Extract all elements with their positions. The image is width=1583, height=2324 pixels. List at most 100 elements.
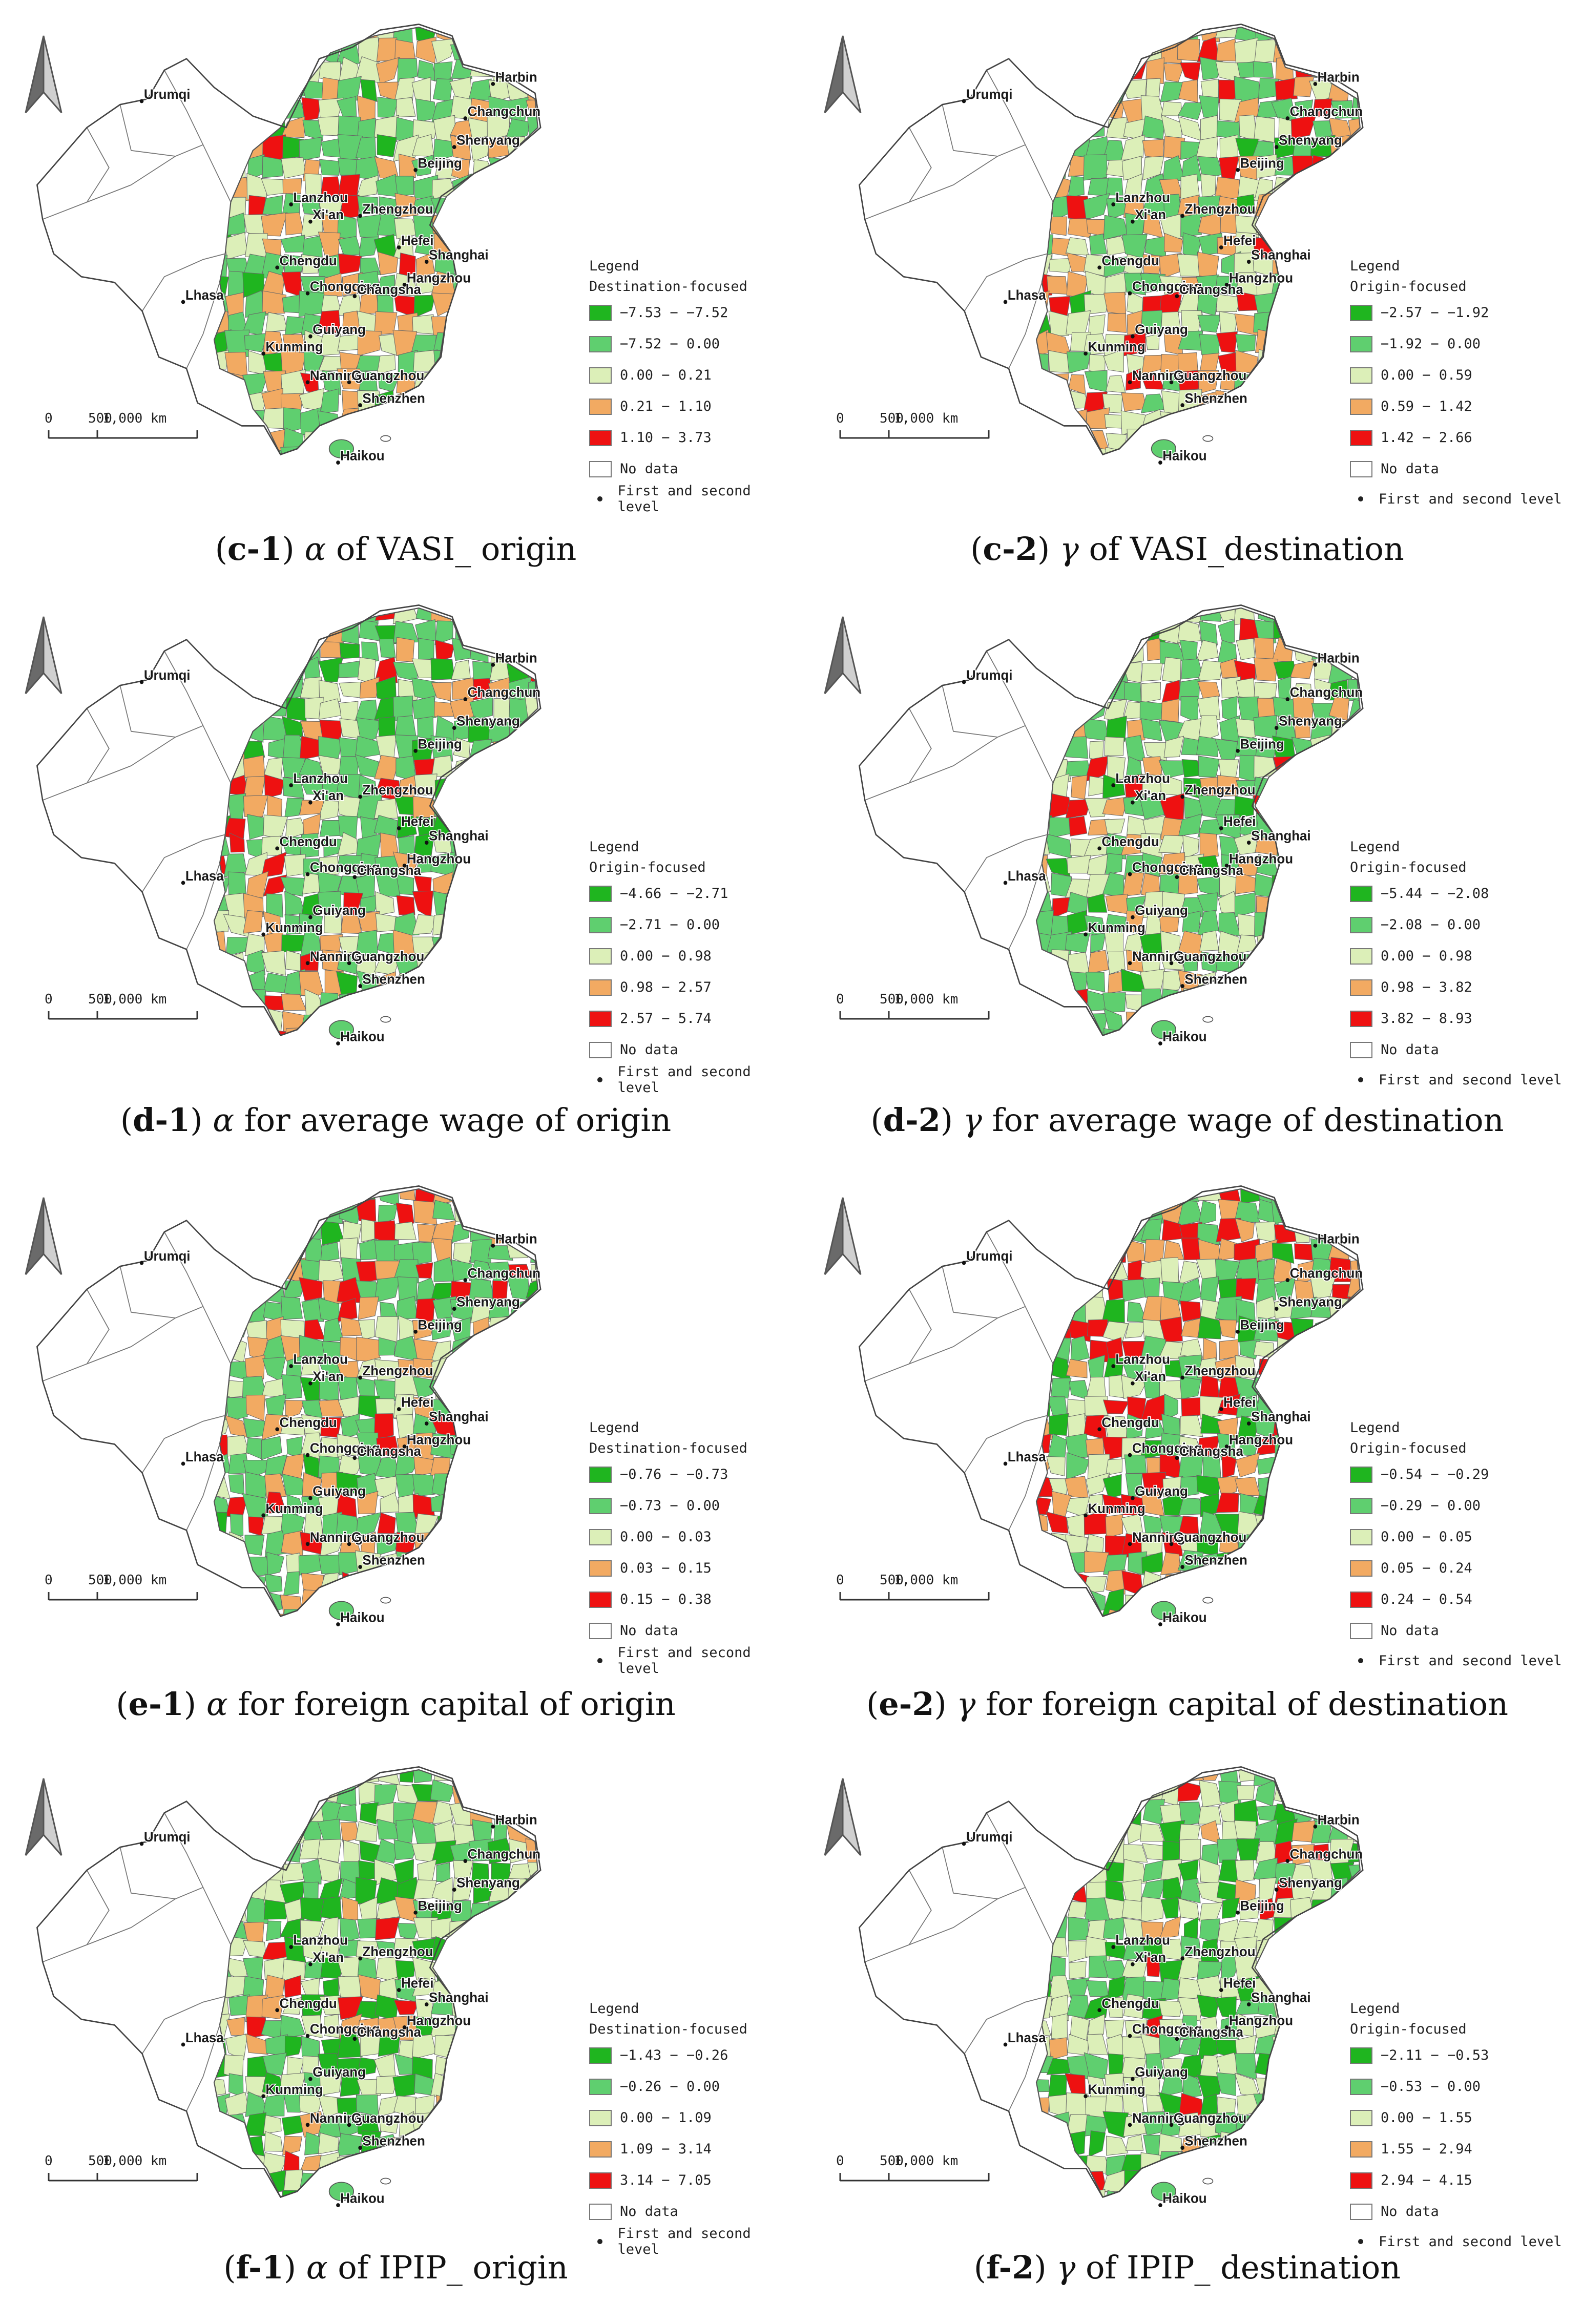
legend-swatch (589, 2047, 612, 2064)
legend-swatch (1350, 1041, 1372, 1058)
city-label: Chengdu (1101, 1995, 1159, 2011)
legend-class: 0.00 − 0.98 (1350, 940, 1562, 972)
city-label: Haikou (340, 448, 384, 464)
scale-label: 0 (45, 992, 53, 1007)
legend-swatch (1350, 336, 1372, 352)
city-label: Lhasa (185, 1449, 224, 1465)
scale-label: 0 (836, 1573, 844, 1588)
city-label: Changchun (1290, 684, 1363, 700)
map-panel-e-2: Urumqi Harbin Changchun Shenyang Beijing Lanz… (792, 1162, 1583, 1743)
panel-symbol: γ (1059, 530, 1079, 568)
north-arrow-icon (25, 1778, 63, 1856)
map-panel-d-2: Urumqi Harbin Changchun Shenyang Beijing Lanz… (792, 581, 1583, 1162)
city-label: Shanghai (1251, 1990, 1311, 2005)
legend-class-label: 0.59 − 1.42 (1381, 399, 1472, 414)
city-label: Kunming (1088, 339, 1145, 354)
city-label: Chengdu (1101, 253, 1159, 268)
legend-class: 0.00 − 0.21 (589, 360, 792, 391)
city-label: Haikou (1162, 1609, 1206, 1625)
panel-id: d-2 (883, 1101, 941, 1139)
legend-class-label: 2.94 − 4.15 (1381, 2172, 1472, 2188)
panel-symbol: α (213, 1101, 235, 1139)
legend-swatch (1350, 1529, 1372, 1545)
legend-title: Legend (589, 839, 639, 855)
legend-class: −2.11 − −0.53 (1350, 2040, 1562, 2071)
city-label: Shenyang (1279, 713, 1342, 729)
legend-swatch (1350, 2109, 1372, 2126)
legend-swatch (589, 1041, 612, 1058)
legend-class-label: −0.53 − 0.00 (1381, 2079, 1481, 2095)
city-label: Lanzhou (1115, 190, 1170, 205)
legend-class-label: 0.00 − 0.59 (1381, 367, 1472, 383)
city-label: Shenzhen (362, 390, 425, 406)
city-label: Shenyang (456, 713, 520, 729)
legend-no-data-label: No data (620, 1623, 678, 1639)
legend-swatch (1350, 304, 1372, 321)
city-label: Urumqi (144, 1248, 191, 1264)
legend-class: −2.57 − −1.92 (1350, 297, 1562, 328)
city-label: Lanzhou (293, 190, 347, 205)
city-label: Xi'an (1135, 788, 1166, 804)
panel-caption-text: of IPIP_ origin (327, 2249, 568, 2286)
city-label: Kunming (265, 2081, 323, 2097)
legend-class: 0.15 − 0.38 (589, 1584, 792, 1615)
city-dot-icon (597, 2239, 602, 2244)
legend-class: 0.05 − 0.24 (1350, 1553, 1562, 1584)
city-label: Lhasa (185, 2030, 224, 2046)
scale-label: 500 (88, 992, 112, 1007)
city-label: Guiyang (1135, 322, 1188, 338)
scale-label: 1,000 km (894, 2153, 958, 2169)
legend-class: 1.55 − 2.94 (1350, 2133, 1562, 2165)
panel-symbol: γ (963, 1101, 982, 1139)
city-label: Haikou (340, 1609, 384, 1625)
city-label: Guangzhou (351, 948, 424, 964)
legend-subtitle: Destination-focused (589, 2021, 747, 2037)
city-label: Kunming (1088, 919, 1145, 935)
legend-swatch (1350, 460, 1372, 477)
legend-class-label: 0.00 − 0.98 (1381, 948, 1472, 964)
legend-class-label: 0.00 − 1.55 (1381, 2110, 1472, 2126)
legend-title: Legend (1350, 2001, 1400, 2017)
legend-level-label: First and second level (617, 1645, 751, 1677)
legend-swatch (1350, 2172, 1372, 2189)
legend-swatch (589, 2078, 612, 2095)
city-label: Chongqing (1132, 860, 1202, 875)
city-label: Haikou (1162, 1029, 1206, 1044)
legend-no-data-label: No data (620, 2204, 678, 2220)
legend-level: First and second level (1350, 485, 1562, 513)
legend-swatch (589, 460, 612, 477)
legend-class-label: −0.73 − 0.00 (620, 1498, 720, 1514)
city-label: Kunming (265, 1500, 323, 1516)
china-map: Urumqi Harbin Changchun Shenyang Beijing Lanz… (36, 604, 541, 1045)
city-label: Hefei (1223, 233, 1256, 248)
legend-class: 0.00 − 0.59 (1350, 360, 1562, 391)
scale-label: 500 (88, 1573, 112, 1588)
panel-symbol: α (304, 530, 326, 568)
city-label: Xi'an (1135, 207, 1166, 223)
city-label: Changchun (468, 1846, 540, 1862)
city-label: Harbin (495, 1231, 537, 1247)
map-panel-d-1: Urumqi Harbin Changchun Shenyang Beijing Lanz… (0, 581, 792, 1162)
city-label: Harbin (495, 650, 537, 666)
legend-class-label: −5.44 − −2.08 (1381, 886, 1489, 902)
city-label: Zhengzhou (362, 782, 433, 798)
legend-class-label: 0.05 − 0.24 (1381, 1560, 1472, 1576)
city-label: Hangzhou (407, 2013, 471, 2028)
legend-swatch (1350, 1591, 1372, 1608)
city-label: Shenyang (1279, 1875, 1342, 1891)
city-label: Changsha (357, 281, 422, 297)
legend-subtitle: Destination-focused (589, 1440, 747, 1456)
legend-class-label: 0.00 − 0.05 (1381, 1529, 1472, 1545)
city-label: Zhengzhou (362, 1944, 433, 1960)
city-label: Guangzhou (1174, 1529, 1246, 1545)
city-label: Guiyang (1135, 1483, 1188, 1499)
legend-class-label: 3.82 − 8.93 (1381, 1011, 1472, 1027)
city-dot-icon (1358, 1658, 1363, 1663)
scale-label: 1,000 km (102, 2153, 166, 2169)
legend: Legend Destination-focused −7.53 − −7.52 −7… (589, 256, 792, 515)
legend-subtitle: Origin-focused (1350, 2021, 1467, 2037)
